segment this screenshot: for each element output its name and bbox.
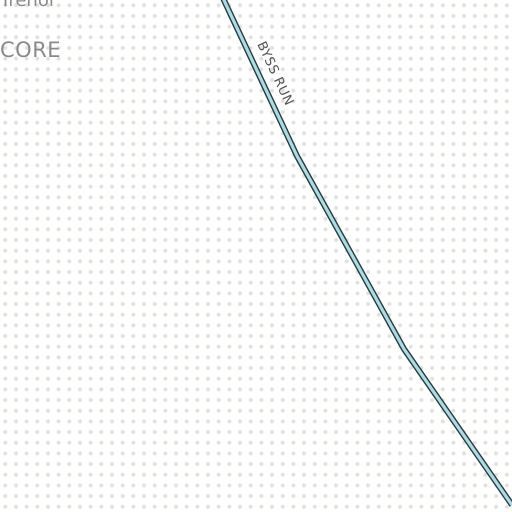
place-label-core: CORE xyxy=(0,38,62,62)
stream-byss-run[interactable] xyxy=(222,0,512,506)
place-label-partial: Trenol xyxy=(0,0,54,11)
